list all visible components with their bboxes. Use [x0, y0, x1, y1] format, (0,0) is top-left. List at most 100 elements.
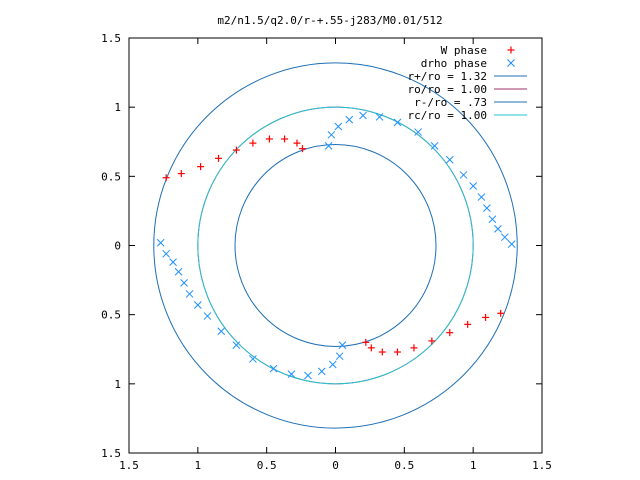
x-diag-2 — [169, 258, 177, 266]
series-0-point — [428, 337, 436, 345]
x-diag-2 — [327, 130, 336, 139]
x-diag-2 — [445, 155, 454, 164]
y-tick-label: 0.5 — [101, 309, 121, 322]
series-0-point — [378, 348, 386, 356]
series-1-point — [232, 341, 241, 349]
series-1-point — [169, 258, 177, 266]
x-diag-2 — [162, 249, 171, 258]
series-0-point — [214, 154, 222, 162]
x-diag-2 — [317, 367, 326, 376]
x-diag-2 — [174, 267, 183, 276]
x-diag-2 — [345, 115, 354, 124]
x-diag-2 — [500, 233, 509, 242]
x-diag-2 — [324, 142, 333, 150]
x-diag-2 — [477, 193, 486, 201]
series-1-point — [469, 182, 478, 190]
series-1-point — [338, 341, 347, 349]
series-0-point — [232, 146, 240, 154]
series-1-point — [180, 278, 188, 287]
series-0-point — [197, 163, 205, 171]
series-0-point — [482, 313, 490, 321]
y-tick-label: 0.5 — [101, 170, 121, 183]
circles-layer — [153, 62, 518, 429]
x-diag-2 — [430, 142, 439, 150]
ticks-layer: 1.5 1 0.5 0 0.5 1 1.51.510.500.511.5 — [101, 32, 552, 472]
series-1-point — [217, 327, 226, 336]
series-1-point — [483, 204, 491, 213]
x-diag-2 — [193, 301, 202, 309]
series-1-point — [193, 301, 202, 309]
series-1-point — [327, 130, 336, 139]
x-diag-2 — [375, 112, 384, 121]
series-0-point — [410, 344, 418, 352]
series-0-point — [393, 348, 401, 356]
x-diag-2 — [269, 364, 278, 373]
series-1-point — [414, 128, 422, 136]
series-1-point — [488, 215, 497, 224]
series-1-point — [359, 111, 367, 120]
x-tick-label: 1.5 — [532, 459, 552, 472]
series-1-point — [459, 171, 468, 179]
x-diag-2 — [287, 370, 296, 379]
x-diag-2 — [335, 352, 344, 361]
x-diag-2 — [203, 312, 212, 320]
chart-title: m2/n1.5/q2.0/r-+.55-j283/M0.01/512 — [217, 14, 442, 27]
legend-label: ro/ro = 1.00 — [408, 83, 487, 96]
x-diag-2 — [488, 215, 497, 224]
x-diag-2 — [469, 182, 478, 190]
series-0-point — [362, 338, 370, 346]
legend-label: r+/ro = 1.32 — [408, 70, 487, 83]
circle-2 — [234, 144, 437, 347]
series-1-point — [269, 364, 278, 373]
x-diag-2 — [185, 290, 194, 298]
series-0-point — [446, 329, 454, 337]
circle-0 — [153, 62, 518, 429]
legend-label: W phase — [441, 44, 487, 57]
y-tick-label: 1 — [114, 378, 121, 391]
x-diag-2 — [507, 240, 516, 248]
points-layer — [156, 111, 516, 380]
x-diag-2 — [180, 278, 188, 287]
series-0-point — [464, 320, 472, 328]
series-1-point — [500, 233, 509, 242]
series-1-point — [174, 267, 183, 276]
series-1-point — [430, 142, 439, 150]
y-tick-label: 1.5 — [101, 32, 121, 45]
series-1-point — [345, 115, 354, 124]
series-1-point — [185, 290, 194, 298]
x-diag-2 — [232, 341, 241, 349]
legend-x-2 — [507, 59, 515, 67]
x-diag-2 — [156, 238, 165, 247]
legend-label: rc/ro = 1.00 — [408, 109, 487, 122]
series-1-point — [375, 112, 384, 121]
series-1-point — [249, 355, 257, 363]
series-1-point — [335, 352, 344, 361]
x-diag-2 — [393, 118, 402, 127]
x-tick-label: 1 — [195, 459, 202, 472]
series-0-point — [249, 139, 257, 147]
series-0-point — [497, 309, 505, 317]
x-diag-2 — [414, 128, 422, 136]
x-tick-label: 0.5 — [394, 459, 414, 472]
x-diag-2 — [328, 360, 337, 369]
series-0-point — [367, 344, 375, 352]
series-1-point — [477, 193, 486, 201]
series-1-point — [445, 155, 454, 164]
legend-label: r-/ro = .73 — [414, 96, 487, 109]
x-diag-2 — [494, 225, 502, 233]
y-tick-label: 1 — [114, 101, 121, 114]
legend-label: drho phase — [421, 57, 487, 70]
series-0-point — [298, 145, 306, 153]
x-tick-label: 1 — [470, 459, 477, 472]
series-1-point — [334, 122, 343, 131]
series-1-point — [203, 312, 212, 320]
y-tick-label: 0 — [114, 240, 121, 253]
x-diag-2 — [483, 204, 491, 213]
series-0-point — [162, 174, 170, 182]
x-diag-2 — [304, 371, 312, 380]
series-1-point — [328, 360, 337, 369]
x-diag-2 — [217, 327, 226, 336]
x-diag-2 — [359, 111, 367, 120]
